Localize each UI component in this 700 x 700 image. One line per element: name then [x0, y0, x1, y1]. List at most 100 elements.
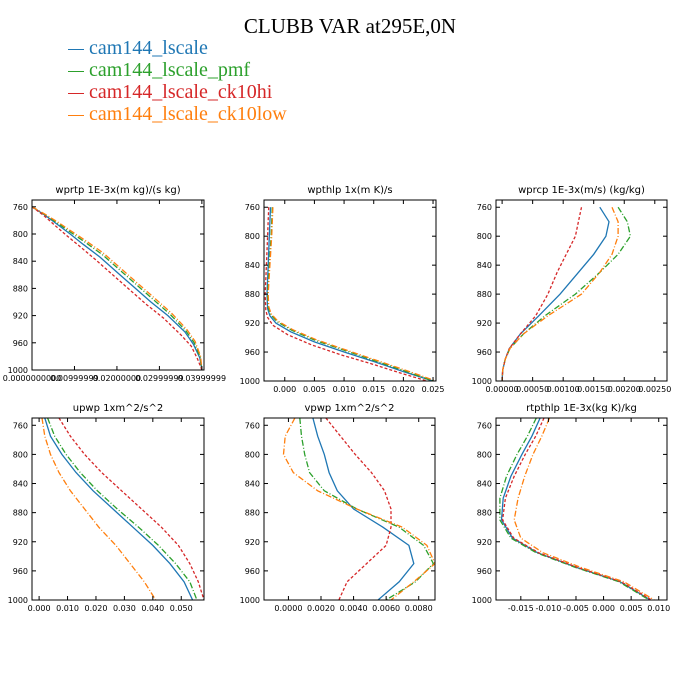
chart-panel: wprcp 1E-3x(m/s) (kg/kg) 760 800 840 880 920 9… — [472, 185, 672, 394]
y-tick-label: 800 — [13, 450, 28, 459]
series-line — [46, 418, 198, 600]
legend-swatch — [68, 70, 84, 72]
y-tick-label: 800 — [245, 232, 260, 241]
y-tick-label: 840 — [13, 257, 28, 266]
legend-swatch — [68, 114, 84, 116]
series-line — [266, 207, 434, 381]
x-tick-label: 0.00100 — [547, 385, 580, 394]
x-tick-label: 0.020 — [392, 385, 415, 394]
y-tick-label: 840 — [477, 480, 492, 489]
legend-swatch — [68, 92, 84, 94]
legend: cam144_lscale cam144_lscale_pmf cam144_l… — [68, 37, 287, 125]
panel-title: wpthlp 1x(m K)/s — [307, 185, 392, 196]
series-group — [32, 206, 203, 370]
x-tick-label: -0.010 — [536, 604, 562, 613]
y-tick-label: 1000 — [240, 596, 260, 605]
y-tick-label: 800 — [477, 232, 492, 241]
y-tick-label: 1000 — [472, 377, 492, 386]
y-tick-label: 960 — [13, 339, 28, 348]
y-tick-label: 840 — [245, 261, 260, 270]
series-group — [264, 207, 436, 381]
x-tick-label: -0.015 — [508, 604, 534, 613]
x-tick-label: 0.020 — [85, 604, 108, 613]
y-tick-label: 880 — [477, 509, 492, 518]
series-line — [500, 418, 651, 600]
x-tick-label: 0.0040 — [340, 604, 368, 613]
y-tick-label: 880 — [477, 290, 492, 299]
series-line — [264, 207, 428, 381]
x-tick-label: 0.010 — [647, 604, 670, 613]
legend-label: cam144_lscale_ck10hi — [89, 81, 273, 103]
x-tick-label: 0.00999999 — [50, 374, 98, 383]
series-line — [501, 206, 619, 381]
panel-frame — [495, 199, 668, 382]
series-line — [32, 206, 203, 370]
panel-frame — [263, 417, 436, 601]
series-group — [41, 418, 204, 600]
panel-frame — [31, 199, 205, 371]
x-tick-label: 0.00150 — [577, 385, 610, 394]
series-line — [299, 418, 435, 600]
y-tick-label: 840 — [13, 480, 28, 489]
series-line — [499, 418, 650, 600]
x-tick-label: 0.000 — [273, 385, 296, 394]
y-tick-label: 1000 — [8, 366, 28, 375]
x-tick-label: 0.0020 — [307, 604, 335, 613]
series-line — [501, 207, 583, 381]
x-tick-label: 0.010 — [56, 604, 79, 613]
panel-frame — [263, 199, 437, 382]
legend-item: cam144_lscale_ck10low — [68, 103, 287, 125]
x-tick-label: 0.005 — [303, 385, 326, 394]
x-tick-label: 0.010 — [333, 385, 356, 394]
series-line — [513, 418, 655, 600]
x-tick-label: 0.00250 — [638, 385, 671, 394]
panel-title: upwp 1xm^2/s^2 — [73, 403, 163, 414]
y-tick-label: 840 — [477, 261, 492, 270]
x-tick-label: 0.040 — [141, 604, 164, 613]
x-tick-label: 0.0000000000 — [3, 374, 62, 383]
legend-label: cam144_lscale_pmf — [89, 59, 251, 81]
y-tick-label: 920 — [13, 312, 28, 321]
series-line — [312, 418, 415, 600]
legend-swatch — [68, 48, 84, 50]
series-group — [501, 206, 632, 381]
series-line — [501, 418, 652, 600]
y-tick-label: 800 — [13, 230, 28, 239]
series-line — [501, 206, 610, 381]
series-line — [58, 418, 204, 600]
panel-title: wprtp 1E-3x(m kg)/(s kg) — [55, 185, 180, 196]
chart-panel: rtpthlp 1E-3x(kg K)/kg 760 800 840 880 920 960… — [472, 403, 671, 613]
panel-frame — [31, 417, 205, 601]
y-tick-label: 760 — [477, 421, 492, 430]
y-tick-label: 960 — [477, 348, 492, 357]
legend-item: cam144_lscale_ck10hi — [68, 81, 287, 103]
y-tick-label: 840 — [245, 480, 260, 489]
series-group — [499, 418, 655, 600]
x-tick-label: 0.00000 — [486, 385, 519, 394]
y-tick-label: 880 — [13, 509, 28, 518]
y-tick-label: 920 — [245, 319, 260, 328]
y-tick-label: 760 — [245, 421, 260, 430]
y-tick-label: 880 — [13, 284, 28, 293]
y-tick-label: 760 — [13, 203, 28, 212]
y-tick-label: 1000 — [472, 596, 492, 605]
y-tick-label: 960 — [13, 567, 28, 576]
y-tick-label: 960 — [245, 348, 260, 357]
chart-panel: wpthlp 1x(m K)/s 760 800 840 880 920 960 1000 0.… — [240, 185, 445, 394]
y-tick-label: 920 — [245, 538, 260, 547]
chart-panel: wprtp 1E-3x(m kg)/(s kg) 760 800 840 880 920 9… — [3, 185, 226, 383]
panel-title: rtpthlp 1E-3x(kg K)/kg — [526, 403, 637, 414]
y-tick-label: 1000 — [240, 377, 260, 386]
series-line — [32, 206, 203, 370]
y-tick-label: 920 — [477, 319, 492, 328]
x-tick-label: 0.000 — [592, 604, 615, 613]
panel-title: wprcp 1E-3x(m/s) (kg/kg) — [518, 185, 645, 196]
y-tick-label: 1000 — [8, 596, 28, 605]
x-tick-label: -0.005 — [563, 604, 589, 613]
legend-item: cam144_lscale_pmf — [68, 59, 287, 81]
series-line — [41, 418, 157, 600]
series-line — [267, 207, 436, 381]
y-tick-label: 880 — [245, 290, 260, 299]
series-line — [44, 418, 194, 600]
